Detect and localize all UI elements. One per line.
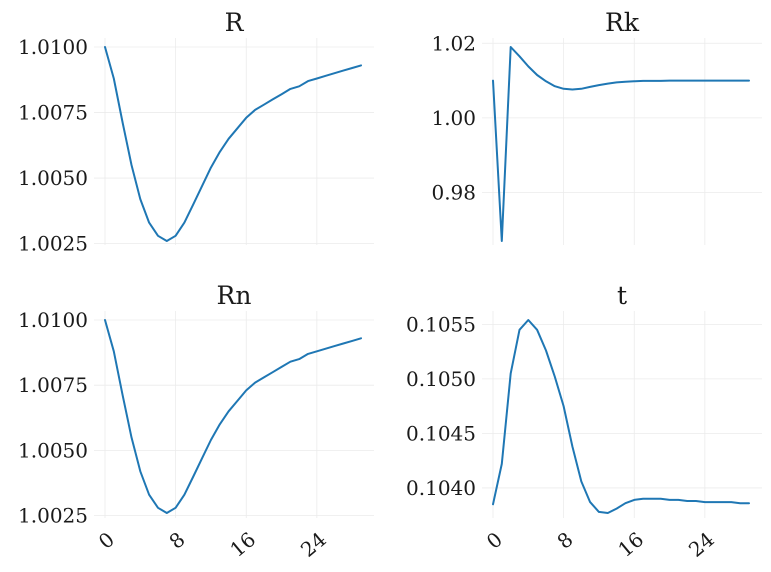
chart-title-rk: Rk bbox=[605, 8, 640, 37]
panel-rk: Rk 0.98 1.00 1.02 bbox=[431, 8, 762, 245]
xtick-label-t: 24 bbox=[684, 527, 719, 562]
ytick-label-rk: 1.00 bbox=[431, 106, 476, 130]
ytick-label-r: 1.0050 bbox=[18, 166, 88, 190]
ytick-label-t: 0.1050 bbox=[406, 367, 476, 391]
xtick-label-t: 16 bbox=[613, 527, 648, 562]
ytick-label-r: 1.0075 bbox=[18, 101, 88, 125]
ytick-label-r: 1.0025 bbox=[18, 232, 88, 256]
xtick-label-t: 0 bbox=[482, 527, 507, 554]
panel-r: R 1.0025 1.0050 1.0075 1.0100 bbox=[18, 8, 374, 256]
chart-title-r: R bbox=[225, 8, 245, 37]
ytick-label-rn: 1.0100 bbox=[18, 308, 88, 332]
ytick-label-r: 1.0100 bbox=[18, 35, 88, 59]
ytick-label-t: 0.1055 bbox=[406, 312, 476, 336]
ytick-label-t: 0.1045 bbox=[406, 421, 476, 445]
chart-title-t: t bbox=[617, 281, 627, 310]
chart-title-rn: Rn bbox=[217, 281, 252, 310]
ytick-label-rn: 1.0050 bbox=[18, 438, 88, 462]
ytick-label-rn: 1.0025 bbox=[18, 504, 88, 528]
ytick-label-rk: 0.98 bbox=[431, 181, 476, 205]
xtick-label-t: 8 bbox=[552, 527, 577, 554]
series-line-r bbox=[104, 46, 362, 242]
panel-rn: Rn 1.0025 1.0050 1.0075 1.0100 0 8 16 24 bbox=[18, 281, 374, 562]
xtick-label-rn: 24 bbox=[296, 527, 331, 562]
series-line-rk bbox=[492, 46, 750, 242]
series-line-rn bbox=[104, 319, 362, 514]
ytick-label-t: 0.1040 bbox=[406, 476, 476, 500]
xtick-label-rn: 16 bbox=[225, 527, 260, 562]
ytick-label-rk: 1.02 bbox=[431, 31, 476, 55]
xtick-label-rn: 8 bbox=[164, 527, 189, 554]
series-line-t bbox=[492, 319, 750, 514]
ytick-label-rn: 1.0075 bbox=[18, 373, 88, 397]
xtick-label-rn: 0 bbox=[94, 527, 119, 554]
panel-t: t 0.1040 0.1045 0.1050 0.1055 0 8 16 24 bbox=[406, 281, 762, 562]
